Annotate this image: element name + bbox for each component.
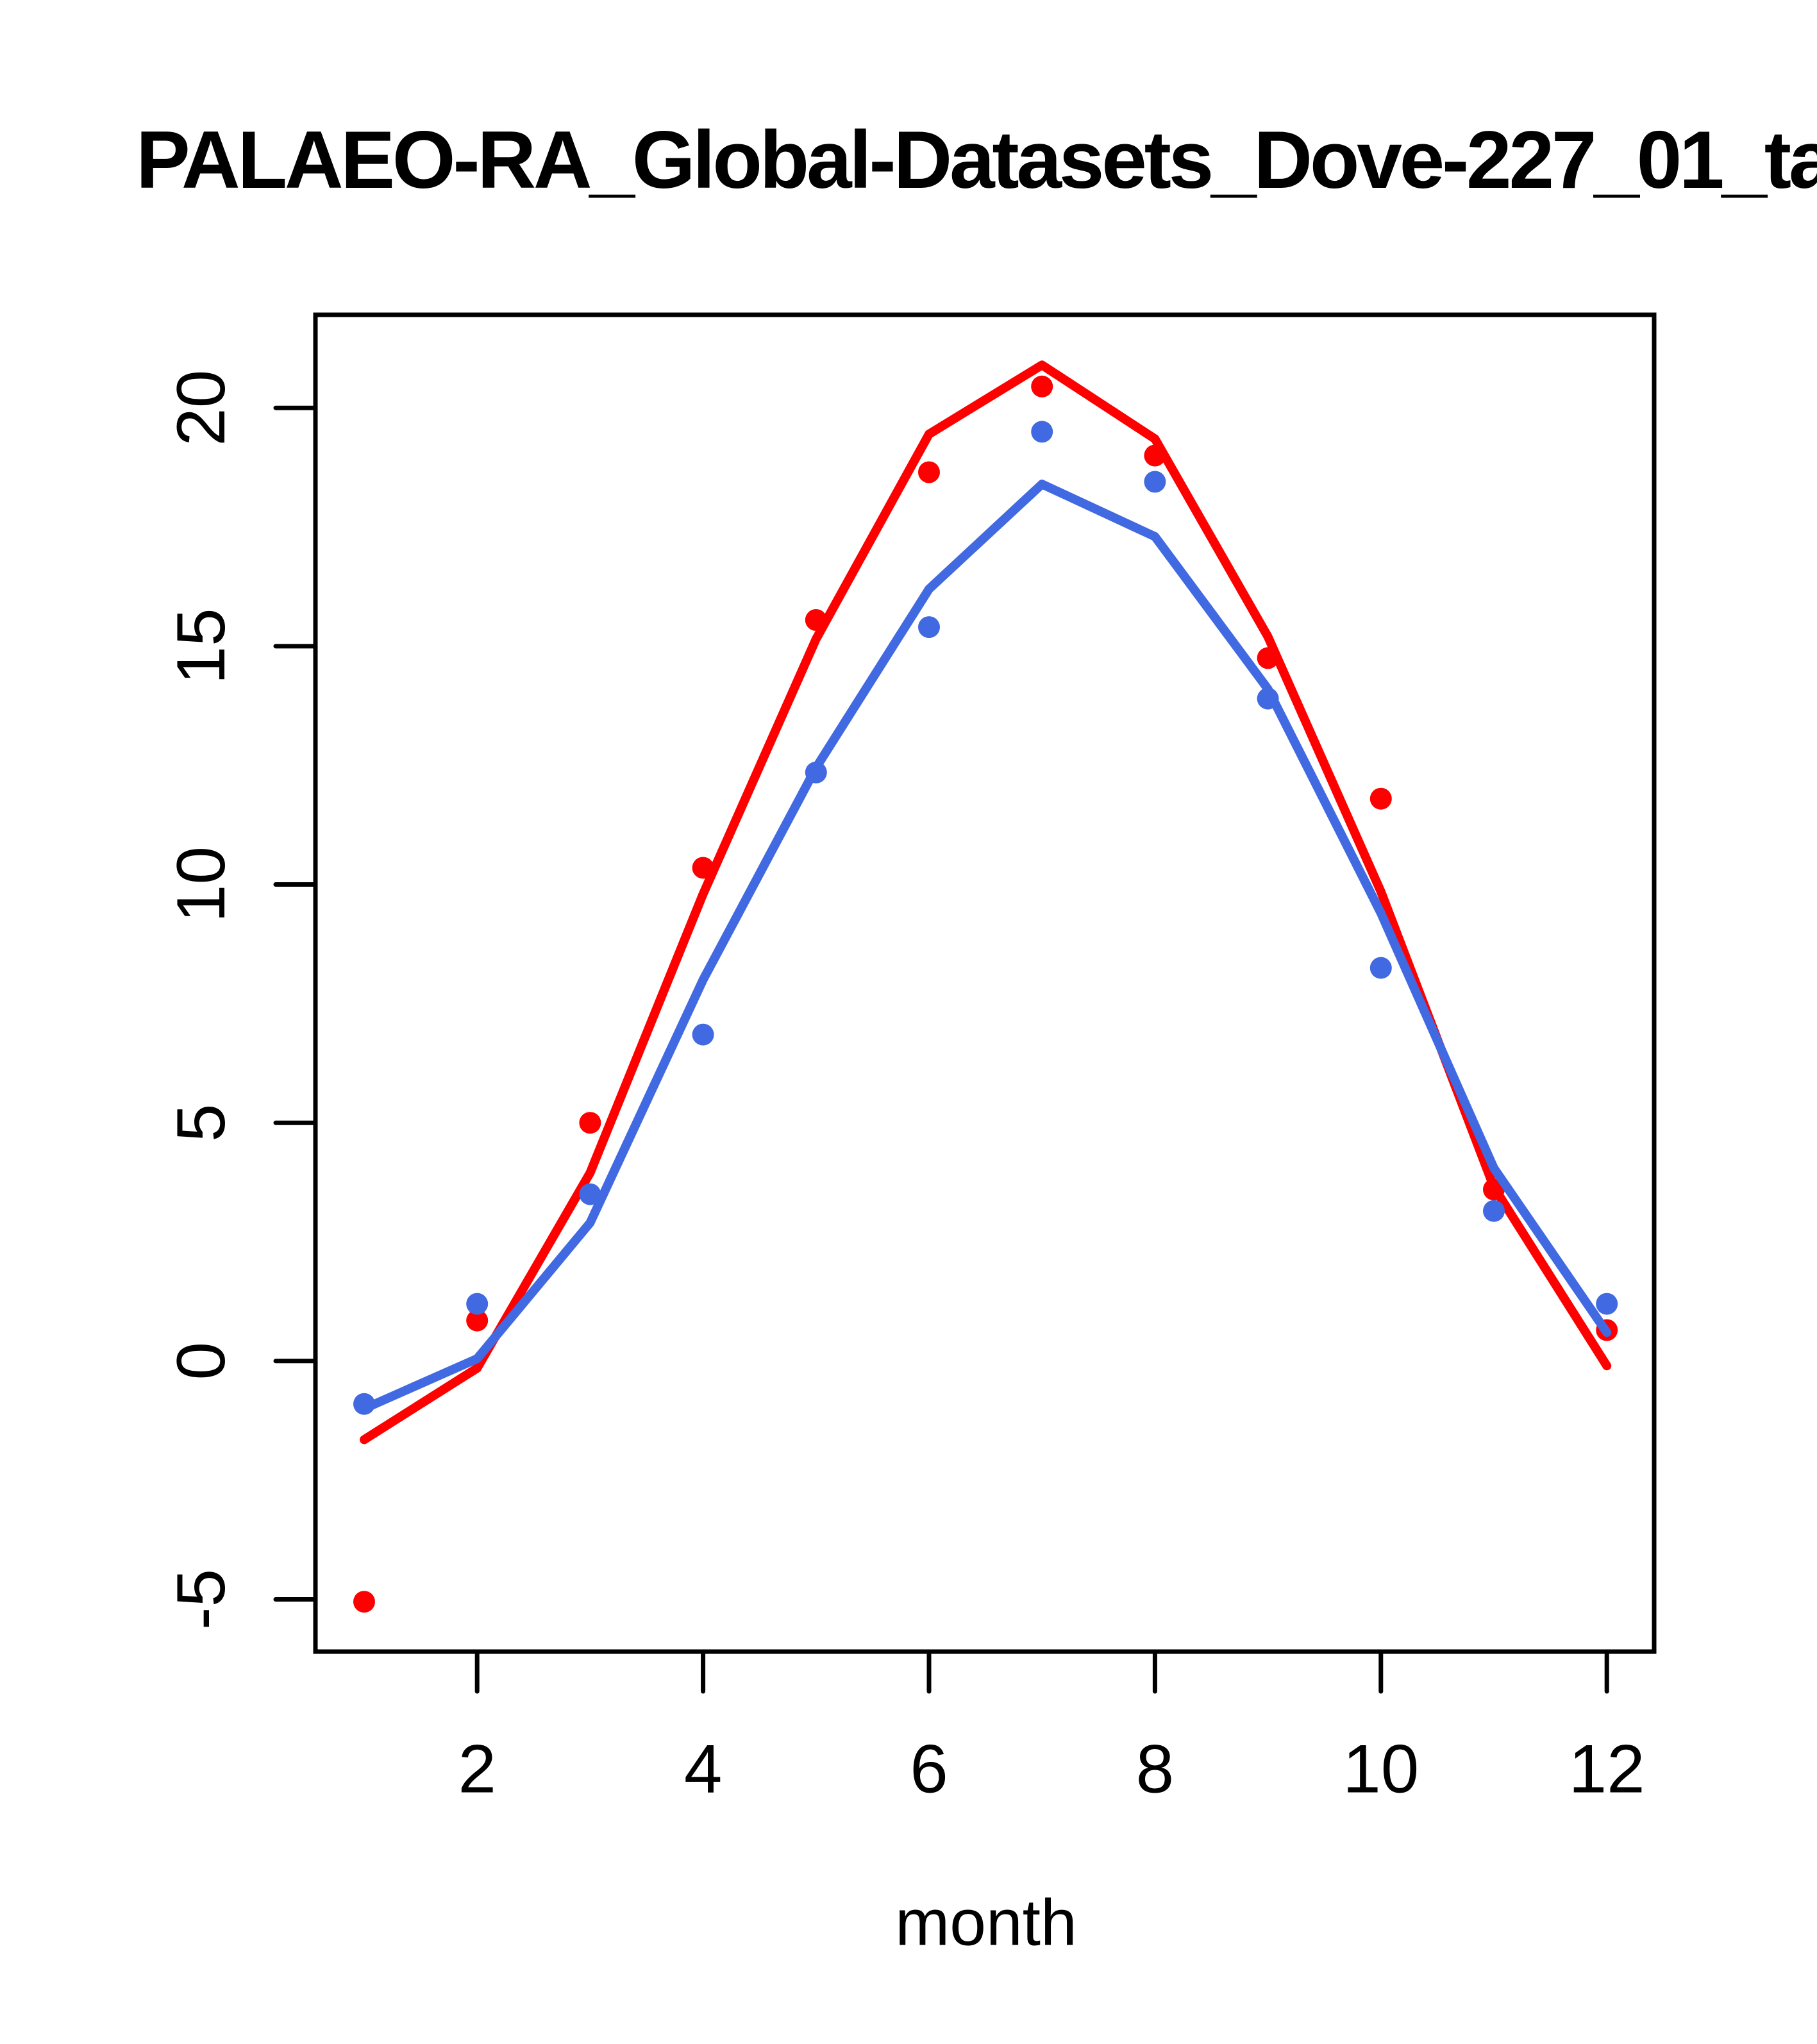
svg-text:10: 10 xyxy=(1343,1730,1419,1807)
svg-text:month: month xyxy=(895,1886,1077,1959)
svg-text:0: 0 xyxy=(162,1342,239,1380)
svg-text:4: 4 xyxy=(684,1730,723,1807)
svg-text:2: 2 xyxy=(458,1730,496,1807)
svg-text:PALAEO-RA_Global-Datasets_Dove: PALAEO-RA_Global-Datasets_Dove-227_01_ta… xyxy=(136,114,1817,205)
svg-text:10: 10 xyxy=(162,846,239,923)
svg-text:8: 8 xyxy=(1136,1730,1175,1807)
svg-text:5: 5 xyxy=(162,1103,239,1142)
svg-text:6: 6 xyxy=(910,1730,948,1807)
svg-text:12: 12 xyxy=(1569,1730,1645,1807)
svg-text:-5: -5 xyxy=(162,1569,239,1630)
svg-text:20: 20 xyxy=(162,370,239,446)
svg-text:15: 15 xyxy=(162,608,239,684)
